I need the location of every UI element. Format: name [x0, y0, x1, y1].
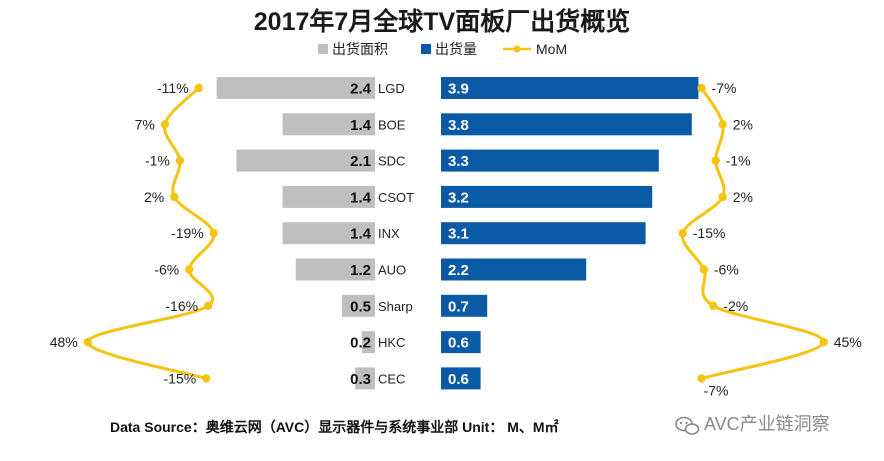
- area-bar-cec: [355, 367, 375, 390]
- mom-volume-label-boe: 2%: [733, 116, 753, 132]
- mom-area-point-hkc: [83, 337, 92, 347]
- legend-label-volume: 出货量: [435, 41, 477, 57]
- volume-value-auo: 2.2: [448, 262, 469, 279]
- mom-volume-label-sharp: -2%: [723, 298, 748, 314]
- mom-area-point-sdc: [175, 156, 185, 165]
- category-label-inx: INX: [378, 226, 400, 241]
- area-bar-inx: [282, 222, 375, 245]
- volume-bar-hkc: [441, 331, 481, 354]
- category-label-auo: AUO: [378, 263, 406, 278]
- mom-area-label-auo: -6%: [154, 262, 179, 278]
- area-value-cec: 0.3: [350, 371, 371, 388]
- legend-label-area: 出货面积: [332, 41, 388, 57]
- volume-bars: 3.9 3.8 3.3 3.2 3.1 2.2 0.7 0.6 0.6: [441, 77, 699, 390]
- wechat-icon: [675, 416, 700, 435]
- volume-bar-inx: [441, 222, 646, 245]
- volume-value-boe: 3.8: [448, 117, 469, 134]
- mom-volume-point-inx: [678, 229, 687, 238]
- legend-label-mom: MoM: [536, 41, 567, 57]
- mom-volume-label-inx: -15%: [693, 225, 726, 241]
- mom-volume-label-auo: -6%: [714, 262, 739, 278]
- mom-volume-label-cec: -7%: [704, 382, 729, 398]
- legend-swatch-volume: [421, 44, 431, 54]
- mom-area-point-inx: [209, 229, 218, 238]
- mom-area-label-sdc: -1%: [145, 153, 170, 169]
- volume-value-sharp: 0.7: [448, 298, 469, 315]
- mom-volume-point-boe: [718, 120, 727, 129]
- watermark-label: AVC产业链洞察: [704, 414, 830, 434]
- mom-volume-point-lgd: [697, 83, 706, 93]
- area-value-lgd: 2.4: [350, 81, 372, 98]
- data-source-note: Data Source：奥维云网（AVC）显示器件与系统事业部 Unit： M、…: [110, 419, 559, 435]
- mom-volume-label-csot: 2%: [733, 189, 753, 205]
- volume-bar-sharp: [441, 294, 488, 317]
- mom-volume-point-csot: [718, 192, 727, 202]
- mom-area-point-auo: [185, 265, 194, 274]
- volume-bar-boe: [441, 113, 692, 136]
- category-label-csot: CSOT: [378, 190, 414, 205]
- area-bar-hkc: [361, 331, 375, 354]
- mom-volume-point-hkc: [819, 337, 828, 347]
- volume-value-csot: 3.2: [448, 189, 469, 206]
- mom-area-label-boe: 7%: [135, 116, 155, 132]
- chart-title: 2017年7月全球TV面板厂出货概览: [254, 7, 630, 36]
- volume-bar-cec: [441, 367, 481, 390]
- mom-area-point-cec: [202, 374, 211, 383]
- chart-legend: 出货面积 出货量 MoM: [318, 41, 567, 57]
- mom-area-label-cec: -15%: [164, 370, 197, 386]
- area-value-sharp: 0.5: [350, 298, 371, 315]
- volume-bar-sdc: [441, 149, 659, 172]
- category-label-hkc: HKC: [378, 335, 405, 350]
- mom-volume-point-sdc: [711, 156, 720, 165]
- volume-value-inx: 3.1: [448, 226, 469, 243]
- category-label-boe: BOE: [378, 117, 406, 132]
- volume-bar-lgd: [441, 77, 699, 99]
- area-bar-boe: [282, 113, 375, 136]
- mom-area-label-csot: 2%: [144, 189, 164, 205]
- mom-area-label-sharp: -16%: [165, 298, 198, 314]
- area-bar-auo: [295, 258, 375, 281]
- mom-volume-point-auo: [699, 265, 709, 274]
- mom-area-point-boe: [160, 120, 170, 129]
- mom-volume-label-hkc: 45%: [834, 334, 862, 350]
- area-value-boe: 1.4: [350, 117, 372, 134]
- mom-volume-point-sharp: [709, 301, 718, 310]
- category-label-lgd: LGD: [378, 81, 405, 96]
- area-value-hkc: 0.2: [350, 335, 371, 352]
- mom-area-label-hkc: 48%: [50, 334, 78, 350]
- area-bar-csot: [282, 185, 375, 208]
- mom-area-point-csot: [170, 192, 179, 202]
- area-value-auo: 1.2: [350, 262, 371, 279]
- mom-volume-label-lgd: -7%: [712, 80, 737, 96]
- volume-value-lgd: 3.9: [448, 81, 469, 98]
- volume-value-hkc: 0.6: [448, 335, 469, 352]
- area-bar-sdc: [236, 149, 375, 172]
- legend-swatch-area: [318, 44, 328, 54]
- mom-volume-point-cec: [697, 374, 706, 383]
- category-label-sharp: Sharp: [378, 299, 413, 314]
- volume-bar-csot: [441, 185, 653, 208]
- area-value-inx: 1.4: [350, 226, 372, 243]
- mom-volume-label-sdc: -1%: [726, 153, 751, 169]
- area-bar-sharp: [342, 294, 375, 317]
- volume-bar-auo: [441, 258, 587, 281]
- area-value-sdc: 2.1: [350, 153, 371, 170]
- legend-marker-mom: [513, 45, 521, 53]
- category-label-sdc: SDC: [378, 154, 405, 169]
- mom-volume-line: -7% 2% -1% 2% -15% -6% -2% 45% -7%: [678, 80, 862, 398]
- area-bar-lgd: [216, 77, 375, 99]
- mom-area-point-sharp: [203, 301, 213, 310]
- area-bars: 2.4 LGD 1.4 BOE 2.1 SDC 1.4 CSOT 1.4 INX 1.2 AUO 0.5…: [216, 77, 414, 390]
- mom-area-label-lgd: -11%: [157, 80, 189, 96]
- mom-area-label-inx: -19%: [171, 225, 204, 241]
- mom-area-point-lgd: [194, 83, 203, 93]
- volume-value-sdc: 3.3: [448, 153, 469, 170]
- watermark: AVC产业链洞察: [675, 414, 830, 435]
- area-value-csot: 1.4: [350, 189, 372, 206]
- mom-area-line: -11% 7% -1% 2% -19% -6% -16% 48% -15%: [50, 80, 218, 386]
- category-label-cec: CEC: [378, 371, 405, 386]
- volume-value-cec: 0.6: [448, 371, 469, 388]
